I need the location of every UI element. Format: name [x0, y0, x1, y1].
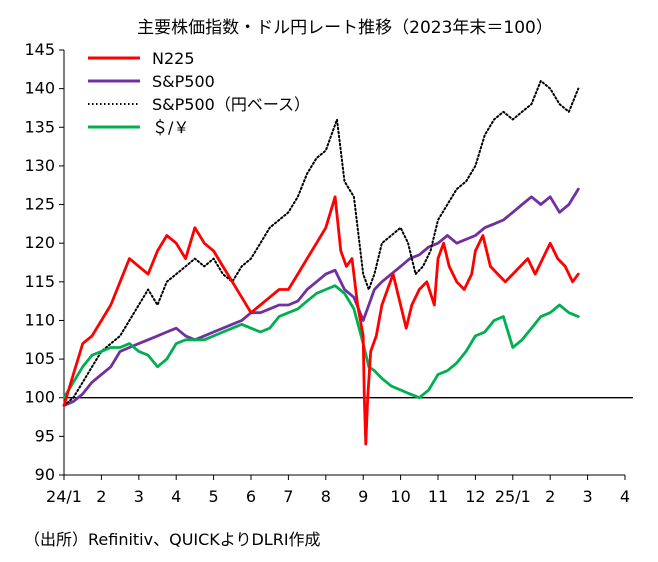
x-tick-label: 5 — [209, 487, 219, 506]
x-tick-label: 4 — [620, 487, 630, 506]
series-layer — [62, 79, 580, 446]
x-tick-label: 25/1 — [495, 487, 531, 506]
y-tick-label: 95 — [35, 426, 55, 445]
x-tick-label: 11 — [428, 487, 448, 506]
y-tick-label: 115 — [24, 272, 55, 291]
legend-label-usd-jpy: ＄/￥ — [152, 118, 189, 137]
x-tick-label: 3 — [583, 487, 593, 506]
y-tick-label: 90 — [35, 465, 55, 484]
x-tick-label: 7 — [283, 487, 293, 506]
y-tick-label: 100 — [24, 388, 55, 407]
series-line-n225 — [62, 195, 580, 446]
chart-title: 主要株価指数・ドル円レート推移（2023年末＝100） — [137, 18, 553, 38]
legend-label-n225: N225 — [152, 49, 195, 68]
series-line-sp500-yen — [63, 79, 580, 407]
y-tick-label: 135 — [24, 117, 55, 136]
x-tick-label: 10 — [390, 487, 410, 506]
x-tick-label: 8 — [321, 487, 331, 506]
y-tick-label: 105 — [24, 349, 55, 368]
x-tick-label: 2 — [545, 487, 555, 506]
y-tick-label: 110 — [24, 310, 55, 329]
x-tick-label: 6 — [246, 487, 256, 506]
y-tick-label: 145 — [24, 40, 55, 59]
x-tick-label: 9 — [358, 487, 368, 506]
y-tick-label: 125 — [24, 195, 55, 214]
series-line-usd-jpy — [62, 284, 580, 400]
y-tick-label: 140 — [24, 79, 55, 98]
legend-label-sp500-yen: S&P500（円ベース） — [152, 95, 310, 114]
legend: N225 S&P500 S&P500（円ベース） ＄/￥ — [88, 49, 310, 137]
x-tick-label: 12 — [465, 487, 485, 506]
y-tick-label: 120 — [24, 233, 55, 252]
x-tick-label: 2 — [96, 487, 106, 506]
x-tick-label: 24/1 — [46, 487, 82, 506]
legend-label-sp500: S&P500 — [152, 72, 215, 91]
series-line-sp500 — [62, 187, 580, 407]
x-tick-label: 4 — [171, 487, 181, 506]
x-tick-label: 3 — [134, 487, 144, 506]
y-tick-label: 130 — [24, 156, 55, 175]
source-note: （出所）Refinitiv、QUICKよりDLRI作成 — [24, 530, 321, 549]
